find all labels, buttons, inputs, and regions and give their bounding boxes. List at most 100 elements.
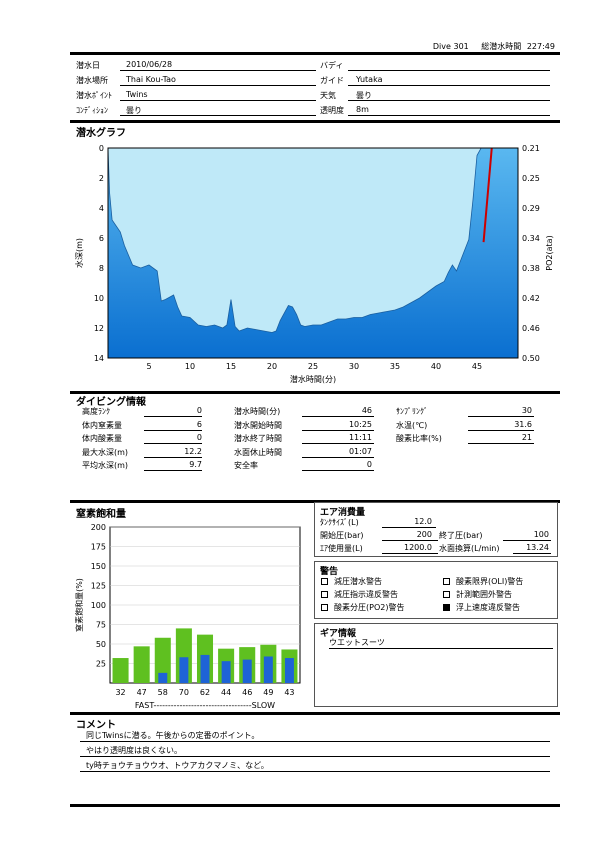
field-visibility: 透明度 8m xyxy=(320,105,550,117)
y-tick-label: 2 xyxy=(99,174,104,183)
n2-bar-green xyxy=(154,637,171,683)
n2-bar-blue xyxy=(158,672,168,683)
y-tick-label: 10 xyxy=(94,294,104,303)
section-rule-nitrogen xyxy=(70,500,560,503)
dive-number: Dive 301 xyxy=(432,42,469,51)
field-visibility-value: 8m xyxy=(356,105,369,114)
diving-info-title: ダイビング情報 xyxy=(76,397,146,408)
y2-tick-label: 0.50 xyxy=(522,354,540,363)
air-start-pressure-label: 開始圧(bar) xyxy=(320,531,364,540)
stat-col2-3: 水面休止時間 01:07 xyxy=(234,447,384,459)
n2-y-tick-label: 125 xyxy=(91,582,106,591)
air-start-pressure: 開始圧(bar) 200 xyxy=(320,530,438,542)
field-location: 潜水場所 Thai Kou-Tao xyxy=(76,75,316,87)
n2-y-tick-label: 50 xyxy=(96,640,106,649)
air-used-label: ｴｱ使用量(L) xyxy=(320,544,363,553)
stat-value: 46 xyxy=(361,406,372,415)
stat-label: 安全率 xyxy=(234,461,258,470)
n2-y-tick-label: 200 xyxy=(91,523,106,532)
warning-item: 酸素限界(OLI)警告 xyxy=(443,576,523,587)
stat-col1-0: 高度ﾗﾝｸ 0 xyxy=(82,406,232,418)
n2-bar-green xyxy=(112,658,129,683)
bottom-rule xyxy=(70,804,560,807)
warning-item: 計測範囲外警告 xyxy=(443,589,512,600)
n2-category-label: 43 xyxy=(284,688,294,697)
stat-col2-2: 潜水終了時間 11:11 xyxy=(234,433,384,445)
y-tick-label: 4 xyxy=(99,204,104,213)
total-time-value: 227:49 xyxy=(526,42,555,51)
stat-label: 水面休止時間 xyxy=(234,447,282,457)
warning-label: 減圧潜水警告 xyxy=(334,577,382,586)
y2-tick-label: 0.38 xyxy=(522,264,540,273)
stat-col3-1: 水温(℃) 31.6 xyxy=(396,420,546,432)
stat-label: 体内窒素量 xyxy=(82,420,122,430)
field-point-label: 潜水ﾎﾟｲﾝﾄ xyxy=(76,91,112,100)
warning-item: 酸素分圧(PO2)警告 xyxy=(321,602,404,613)
y2-tick-label: 0.46 xyxy=(522,324,540,333)
air-end-pressure: 終了圧(bar) 100 xyxy=(439,530,554,542)
field-weather-label: 天気 xyxy=(320,91,336,100)
air-surface-rate-label: 水面換算(L/min) xyxy=(439,544,500,553)
y2-tick-label: 0.25 xyxy=(522,174,540,183)
air-title: エア消費量 xyxy=(320,508,366,518)
y2-tick-label: 0.21 xyxy=(522,144,540,153)
total-time-label: 総潜水時間 xyxy=(481,42,522,51)
n2-fast-slow-label: FAST----------------------------------SL… xyxy=(135,701,275,710)
stat-value: 21 xyxy=(521,433,532,442)
warning-item: 減圧指示違反警告 xyxy=(321,589,398,600)
y2-tick-label: 0.29 xyxy=(522,204,540,213)
nitrogen-bar-chart: 25 50 75 100 125 150 175 200 32 47 58 70 62 44 46 49 43 F… xyxy=(74,523,301,710)
plot-frame xyxy=(107,147,519,359)
air-used-value: 1200.0 xyxy=(404,543,432,552)
n2-category-label: 62 xyxy=(200,688,210,697)
field-condition-label: ｺﾝﾃﾞｨｼｮﾝ xyxy=(76,106,108,115)
field-location-label: 潜水場所 xyxy=(76,76,108,85)
field-point-value: Twins xyxy=(126,90,148,99)
n2-category-label: 44 xyxy=(221,688,231,697)
warning-label: 酸素分圧(PO2)警告 xyxy=(334,603,405,612)
n2-category-label: 47 xyxy=(137,688,147,697)
gear-title: ギア情報 xyxy=(320,629,357,639)
stat-value: 11:11 xyxy=(348,433,372,442)
comments-title: コメント xyxy=(76,720,116,731)
n2-bar-green xyxy=(133,646,150,683)
y-axis-label: 水深(m) xyxy=(74,238,84,268)
air-end-pressure-value: 100 xyxy=(533,530,549,539)
stat-col1-2: 体内酸素量 0 xyxy=(82,433,232,445)
n2-y-tick-label: 100 xyxy=(91,601,106,610)
y-tick-label: 6 xyxy=(99,234,104,243)
gear-item: ウエットスーツ xyxy=(329,638,385,647)
warning-label: 酸素限界(OLI)警告 xyxy=(456,577,524,586)
warning-label: 計測範囲外警告 xyxy=(456,590,512,599)
warning-label: 浮上速度違反警告 xyxy=(456,603,520,612)
section-rule-graph xyxy=(70,120,560,123)
n2-y-tick-label: 25 xyxy=(96,660,106,669)
n2-category-label: 70 xyxy=(179,688,189,697)
field-weather: 天気 曇り xyxy=(320,90,550,102)
top-rule xyxy=(70,52,560,55)
air-box: エア消費量 ﾀﾝｸｻｲｽﾞ(L) 12.0 開始圧(bar) 200 終了圧(b… xyxy=(314,502,558,557)
stat-label: 潜水時間(分) xyxy=(234,407,281,416)
gear-box: ギア情報 ウエットスーツ xyxy=(314,623,558,707)
checked-box-icon xyxy=(443,604,450,611)
warning-title: 警告 xyxy=(320,567,339,577)
dive-profile-chart: 0 2 4 6 8 10 12 14 0.21 0.25 0.29 0.34 0.38 0.42 0.46 0… xyxy=(74,144,554,384)
stat-col2-1: 潜水開始時間 10:25 xyxy=(234,420,384,432)
stat-col2-0: 潜水時間(分) 46 xyxy=(234,406,384,418)
stat-label: 体内酸素量 xyxy=(82,434,122,443)
air-used: ｴｱ使用量(L) 1200.0 xyxy=(320,543,438,555)
unchecked-box-icon xyxy=(321,578,328,585)
stat-label: 潜水開始時間 xyxy=(234,420,282,430)
air-tank-size: ﾀﾝｸｻｲｽﾞ(L) 12.0 xyxy=(320,517,436,529)
header-dive-info: Dive 301 総潜水時間 227:49 xyxy=(423,41,555,52)
air-end-pressure-label: 終了圧(bar) xyxy=(439,531,483,540)
n2-bar-blue xyxy=(200,654,210,683)
stat-value: 30 xyxy=(521,406,532,415)
n2-bar-blue xyxy=(263,656,273,683)
stat-label: 平均水深(m) xyxy=(82,461,129,470)
x-tick-label: 40 xyxy=(431,362,441,371)
y-tick-label: 14 xyxy=(94,354,104,363)
stat-label: 高度ﾗﾝｸ xyxy=(82,407,110,416)
unchecked-box-icon xyxy=(443,591,450,598)
n2-bar-blue xyxy=(221,661,231,683)
